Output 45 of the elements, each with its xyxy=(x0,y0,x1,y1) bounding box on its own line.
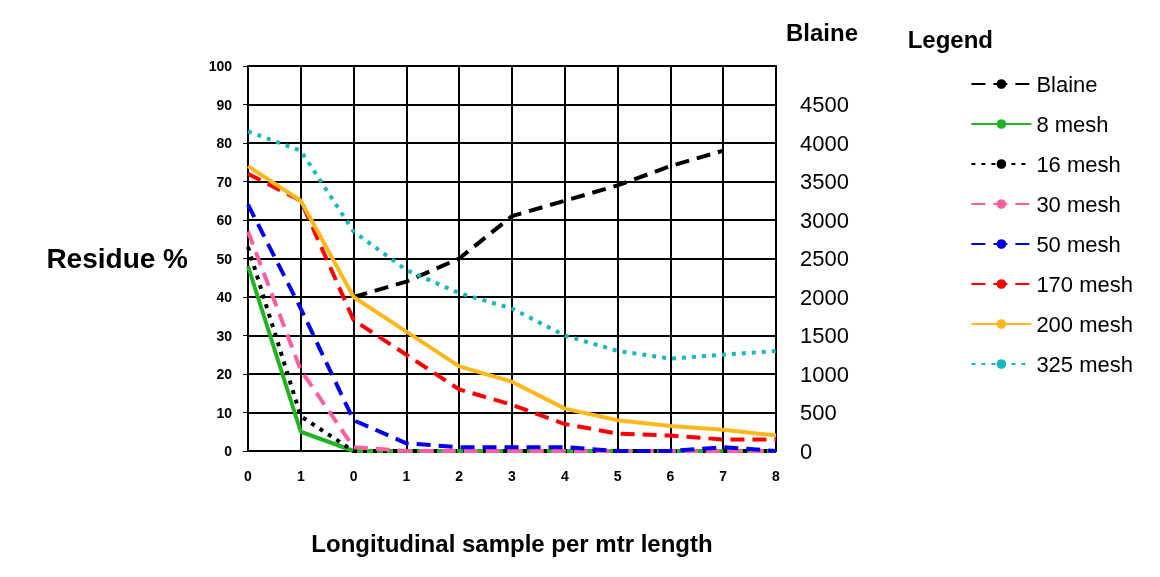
y2-tick-label: 4000 xyxy=(800,130,849,156)
legend-label: 50 mesh xyxy=(1036,231,1121,257)
y2-tick-label: 1500 xyxy=(800,323,849,348)
x-tick-label: 1 xyxy=(402,468,411,484)
x-tick-label: 0 xyxy=(244,468,253,484)
x-tick-label: 5 xyxy=(613,468,622,484)
y2-tick-label: 1000 xyxy=(800,361,849,387)
x-tick-label: 4 xyxy=(560,468,569,484)
y2-tick-label: 500 xyxy=(800,400,837,425)
y2-tick-label: 3500 xyxy=(800,169,849,194)
x-tick-label: 2 xyxy=(455,468,464,484)
y-tick-label: 0 xyxy=(224,443,233,459)
y-axis-title: Residue % xyxy=(46,243,189,274)
legend-label: 8 mesh xyxy=(1036,111,1109,137)
y-tick-label: 40 xyxy=(216,289,233,305)
legend-label: 200 mesh xyxy=(1036,311,1134,337)
x-tick-label: 8 xyxy=(772,468,781,484)
y2-tick-label: 0 xyxy=(800,438,813,464)
y-tick-label: 10 xyxy=(216,404,233,421)
x-tick-label: 7 xyxy=(719,468,728,484)
y-tick-label: 50 xyxy=(216,250,233,267)
y-tick-label: 100 xyxy=(208,58,233,74)
legend-label: 170 mesh xyxy=(1036,271,1134,297)
y-tick-label: 20 xyxy=(216,366,233,382)
legend-label: 325 mesh xyxy=(1036,351,1134,377)
y2-tick-label: 2000 xyxy=(800,284,849,310)
y-tick-label: 70 xyxy=(216,173,233,190)
x-tick-label: 1 xyxy=(296,468,305,484)
line-series xyxy=(246,129,778,361)
x-axis-title: Longitudinal sample per mtr length xyxy=(311,529,713,557)
y-tick-label: 60 xyxy=(216,212,233,228)
x-tick-label: 0 xyxy=(349,468,358,484)
x-tick-label: 6 xyxy=(666,468,675,484)
y-tick-label: 30 xyxy=(216,327,233,344)
legend-label: 16 mesh xyxy=(1036,151,1121,177)
y2-tick-label: 2500 xyxy=(800,246,849,271)
legend-title: Legend xyxy=(907,25,994,53)
legend-label: 30 mesh xyxy=(1036,191,1121,217)
y2-axis-title: Blaine xyxy=(786,18,859,46)
x-tick-label: 3 xyxy=(508,468,517,484)
y-tick-label: 80 xyxy=(216,135,233,151)
y-tick-label: 90 xyxy=(216,96,233,113)
y2-tick-label: 3000 xyxy=(800,207,849,233)
legend-label: Blaine xyxy=(1036,71,1098,97)
y2-tick-label: 4500 xyxy=(800,92,849,117)
